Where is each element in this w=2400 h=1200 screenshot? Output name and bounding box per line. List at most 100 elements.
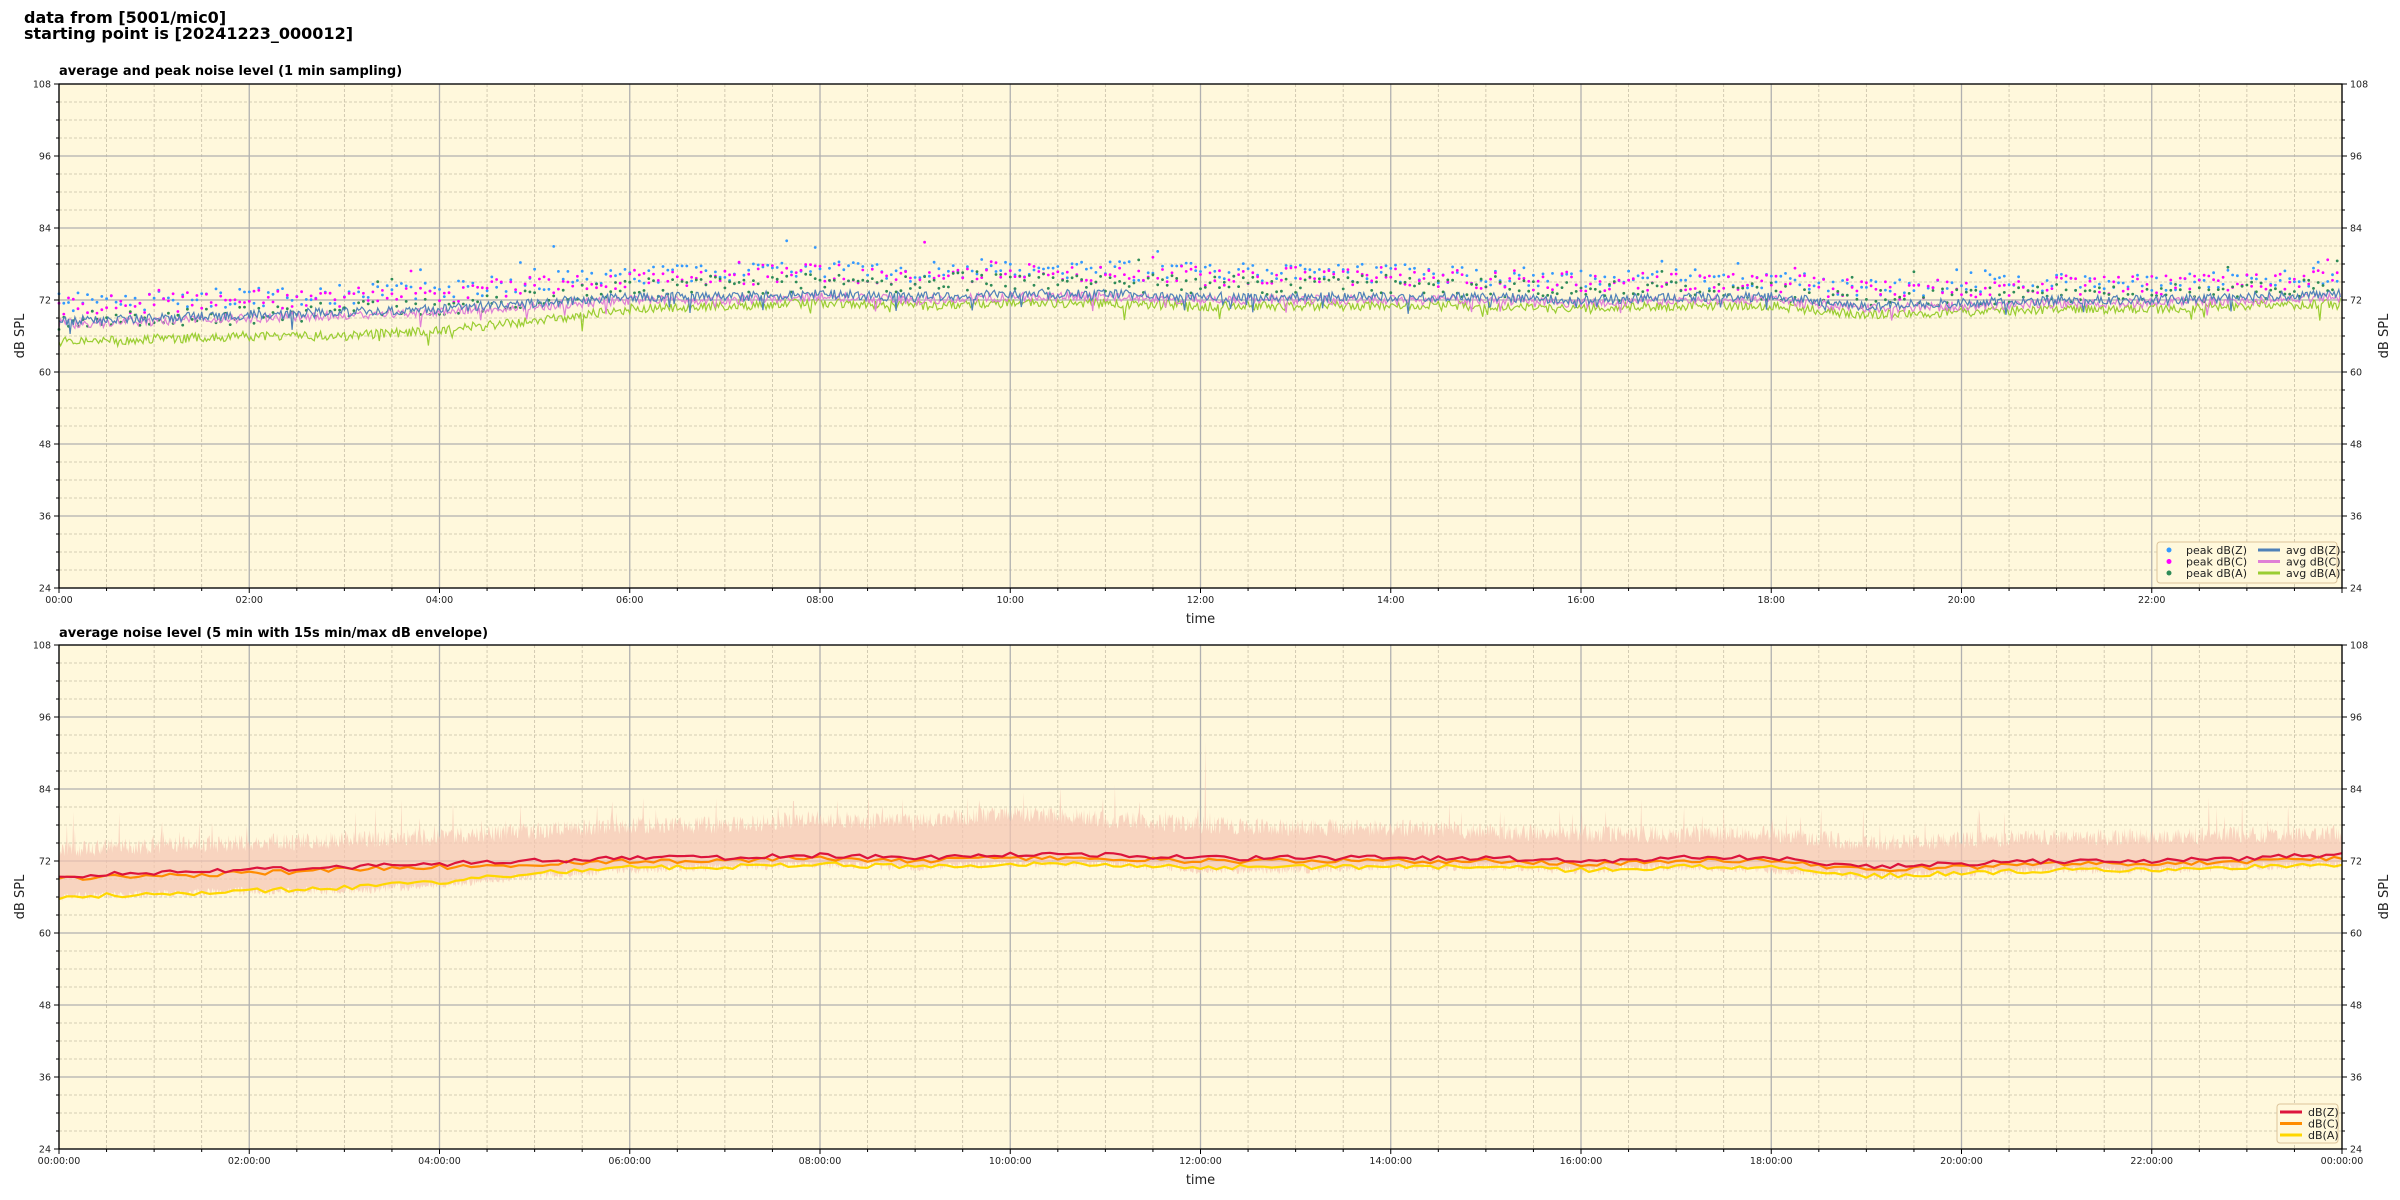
peak-point xyxy=(1332,275,1336,279)
peak-point xyxy=(414,297,418,301)
peak-point xyxy=(1479,287,1483,290)
peak-point xyxy=(1294,291,1297,294)
peak-point xyxy=(390,292,394,296)
peak-point xyxy=(894,290,898,294)
peak-point xyxy=(1693,287,1697,290)
y-tick-label: 96 xyxy=(39,713,51,724)
peak-point xyxy=(1494,271,1497,275)
peak-point xyxy=(1712,286,1716,289)
peak-point xyxy=(885,274,888,278)
peak-point xyxy=(495,278,498,281)
peak-point xyxy=(809,263,812,266)
peak-point xyxy=(999,273,1003,276)
peak-point xyxy=(599,282,603,285)
peak-point xyxy=(1455,271,1459,274)
peak-point xyxy=(614,281,617,284)
peak-point xyxy=(837,273,841,277)
peak-point xyxy=(1322,277,1326,281)
peak-point xyxy=(1413,284,1416,288)
series-line-dbc xyxy=(58,855,2343,881)
peak-point xyxy=(690,275,693,279)
peak-point xyxy=(1979,292,1982,296)
peak-point xyxy=(1417,282,1421,285)
peak-point xyxy=(671,268,674,272)
peak-point xyxy=(2274,274,2277,278)
peak-point xyxy=(623,268,627,271)
peak-point xyxy=(1061,278,1064,282)
peak-point xyxy=(2055,276,2059,279)
peak-point xyxy=(1570,272,1573,276)
peak-point xyxy=(1337,263,1340,267)
peak-point xyxy=(252,321,256,325)
peak-point xyxy=(618,272,622,276)
peak-point xyxy=(918,278,922,282)
peak-point xyxy=(2174,286,2177,290)
peak-point xyxy=(1831,293,1835,297)
peak-point xyxy=(338,308,341,312)
peak-point xyxy=(566,280,570,284)
peak-point xyxy=(1042,267,1045,271)
peak-point xyxy=(832,262,836,266)
peak-point xyxy=(880,270,884,274)
peak-point xyxy=(1517,289,1521,293)
peak-point xyxy=(1845,293,1849,297)
peak-point xyxy=(1046,273,1050,277)
y-tick-label: 108 xyxy=(33,80,51,91)
peak-point xyxy=(2326,258,2330,262)
peak-point xyxy=(404,300,408,303)
peak-point xyxy=(1570,291,1573,295)
peak-point xyxy=(190,303,194,307)
peak-point xyxy=(1118,280,1121,283)
peak-point xyxy=(623,279,627,283)
peak-point xyxy=(1803,272,1806,275)
x-axis-label: time xyxy=(1186,1173,1215,1188)
peak-point xyxy=(1779,290,1783,294)
peak-point xyxy=(599,284,603,287)
peak-point xyxy=(2312,266,2315,270)
peak-point xyxy=(304,298,308,301)
peak-point xyxy=(1213,279,1217,283)
peak-point xyxy=(1960,284,1963,288)
peak-point xyxy=(752,283,755,286)
peak-point xyxy=(1337,278,1340,281)
peak-point xyxy=(875,263,879,266)
peak-point xyxy=(1213,275,1217,279)
peak-point xyxy=(1874,299,1878,303)
peak-point xyxy=(2193,280,2197,284)
peak-point xyxy=(737,260,741,264)
peak-point xyxy=(1156,276,1160,280)
peak-point xyxy=(1251,271,1255,275)
peak-point xyxy=(1893,293,1897,296)
y-tick-label-right: 96 xyxy=(2350,713,2362,724)
peak-point xyxy=(300,319,303,323)
peak-point xyxy=(1589,274,1592,277)
peak-point xyxy=(300,303,303,306)
peak-point xyxy=(756,282,760,286)
peak-point xyxy=(866,279,869,283)
peak-point xyxy=(1051,276,1055,279)
peak-point xyxy=(1389,291,1393,295)
peak-point xyxy=(937,286,941,290)
peak-point xyxy=(637,279,641,283)
x-tick-label: 08:00 xyxy=(806,595,833,606)
peak-point xyxy=(252,301,256,305)
peak-point xyxy=(243,290,246,294)
peak-point xyxy=(1256,275,1259,279)
peak-point xyxy=(566,270,570,273)
peak-point xyxy=(2041,282,2044,286)
peak-point xyxy=(200,306,204,310)
y-axis-label-right: dB SPL xyxy=(2377,313,2392,358)
peak-point xyxy=(2312,287,2315,290)
peak-point xyxy=(138,323,142,327)
peak-point xyxy=(167,299,170,303)
peak-point xyxy=(228,298,232,302)
peak-point xyxy=(114,306,118,310)
peak-point xyxy=(561,288,565,292)
peak-point xyxy=(1056,283,1060,287)
peak-point xyxy=(1622,291,1626,295)
peak-point xyxy=(2202,273,2206,277)
peak-point xyxy=(2278,272,2282,276)
peak-point xyxy=(1879,293,1882,296)
peak-point xyxy=(1099,275,1102,278)
peak-point xyxy=(1593,274,1597,278)
